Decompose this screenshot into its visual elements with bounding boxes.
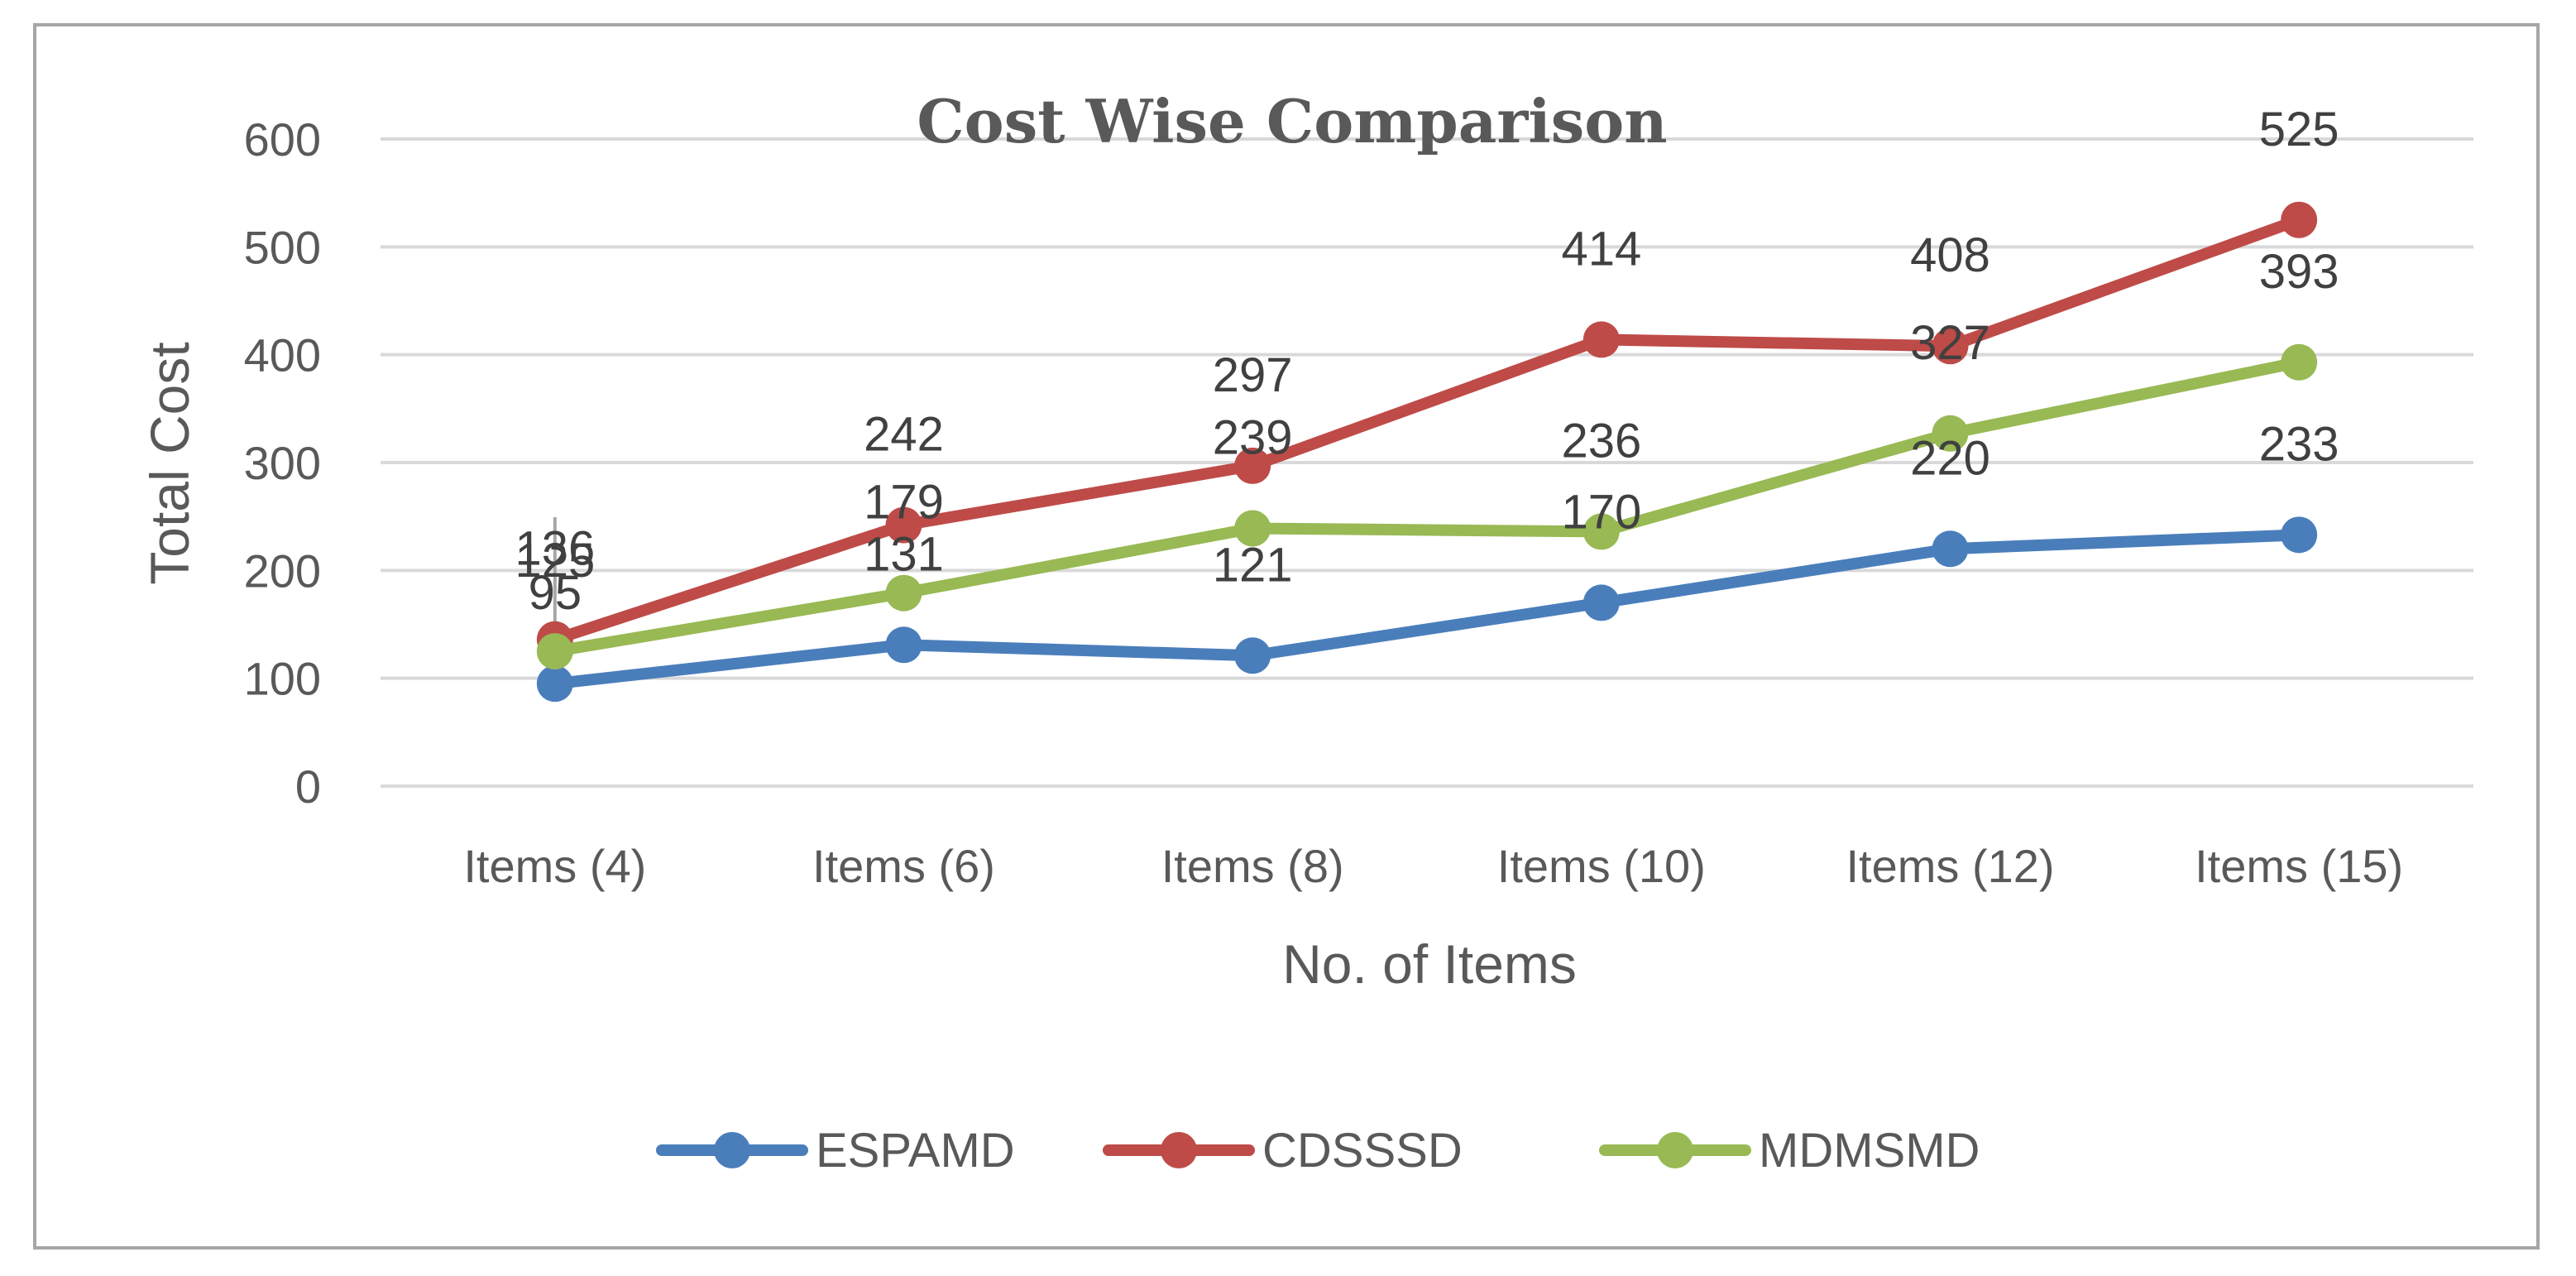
legend-label: ESPAMD xyxy=(816,1124,1015,1178)
y-tick-label: 400 xyxy=(244,329,321,381)
data-point-cdsssd xyxy=(1932,328,1969,365)
y-tick-label: 0 xyxy=(295,760,321,813)
data-label-cdsssd: 242 xyxy=(864,408,944,462)
x-tick-label: Items (4) xyxy=(463,840,646,892)
data-point-cdsssd xyxy=(1234,447,1271,484)
y-tick-label: 100 xyxy=(244,653,321,705)
data-point-espamd xyxy=(536,665,573,703)
x-tick-label: Items (10) xyxy=(1497,840,1706,892)
y-tick-label: 500 xyxy=(244,221,321,273)
legend-swatch-marker xyxy=(1657,1132,1693,1168)
data-label-cdsssd: 414 xyxy=(1561,222,1641,276)
y-tick-labels: 0 100 200 300 400 500 600 xyxy=(244,113,321,813)
legend-swatch-marker xyxy=(714,1132,750,1168)
y-axis-title: Total Cost xyxy=(139,342,200,584)
x-tick-label: Items (8) xyxy=(1161,840,1344,892)
data-point-espamd xyxy=(1234,637,1271,674)
data-point-espamd xyxy=(1932,530,1969,568)
legend: ESPAMD CDSSSD MDMSMD xyxy=(656,1124,1980,1178)
data-point-cdsssd xyxy=(1582,321,1620,358)
data-label-espamd: 170 xyxy=(1561,485,1641,539)
data-label-mdmsmd: 239 xyxy=(1213,411,1293,465)
data-label-cdsssd: 525 xyxy=(2259,103,2339,156)
legend-label: CDSSSD xyxy=(1262,1124,1463,1178)
y-tick-label: 600 xyxy=(244,113,321,165)
x-tick-label: Items (15) xyxy=(2195,840,2403,892)
data-point-mdmsmd xyxy=(1234,510,1271,547)
x-axis-title: No. of Items xyxy=(1282,933,1577,995)
data-label-cdsssd: 136 xyxy=(515,522,595,576)
data-point-espamd xyxy=(2281,516,2318,554)
legend-label: MDMSMD xyxy=(1759,1124,1980,1178)
data-label-cdsssd: 297 xyxy=(1213,348,1293,402)
data-point-espamd xyxy=(1582,584,1620,621)
chart-title: Cost Wise Comparison xyxy=(917,86,1667,156)
data-point-espamd xyxy=(885,626,922,664)
legend-swatch-marker xyxy=(1161,1132,1197,1168)
chart-frame xyxy=(33,23,2540,1250)
data-label-espamd: 131 xyxy=(864,527,944,581)
data-label-cdsssd: 408 xyxy=(1910,228,1990,282)
data-label-mdmsmd: 236 xyxy=(1561,414,1641,468)
data-label-espamd: 121 xyxy=(1213,538,1293,592)
series-line-espamd xyxy=(548,529,2305,690)
x-tick-label: Items (6) xyxy=(812,840,995,892)
data-label-mdmsmd: 125 xyxy=(515,534,595,588)
data-point-cdsssd xyxy=(885,506,922,544)
data-point-mdmsmd xyxy=(1932,415,1969,452)
data-point-mdmsmd xyxy=(885,574,922,612)
gridlines xyxy=(381,137,2473,788)
data-label-mdmsmd: 179 xyxy=(864,476,944,530)
data-label-espamd: 220 xyxy=(1910,431,1990,485)
y-tick-label: 300 xyxy=(244,437,321,489)
data-point-mdmsmd xyxy=(536,633,573,670)
y-tick-label: 200 xyxy=(244,544,321,597)
data-label-mdmsmd: 393 xyxy=(2259,245,2339,299)
data-label-mdmsmd: 327 xyxy=(1910,316,1990,370)
series-layer xyxy=(536,201,2318,703)
series-line-cdsssd xyxy=(548,213,2305,645)
data-point-mdmsmd xyxy=(2281,343,2318,381)
data-label-espamd: 95 xyxy=(529,566,582,620)
x-tick-labels: Items (4) Items (6) Items (8) Items (10) Ite… xyxy=(463,840,2403,892)
x-tick-label: Items (12) xyxy=(1846,840,2054,892)
data-labels: 95 131 121 170 220 233 136 242 297 414 408 525 125 17… xyxy=(515,103,2339,620)
series-line-mdmsmd xyxy=(548,356,2305,658)
data-label-espamd: 233 xyxy=(2259,417,2339,471)
data-point-cdsssd xyxy=(2281,201,2318,238)
data-point-mdmsmd xyxy=(1582,513,1620,550)
